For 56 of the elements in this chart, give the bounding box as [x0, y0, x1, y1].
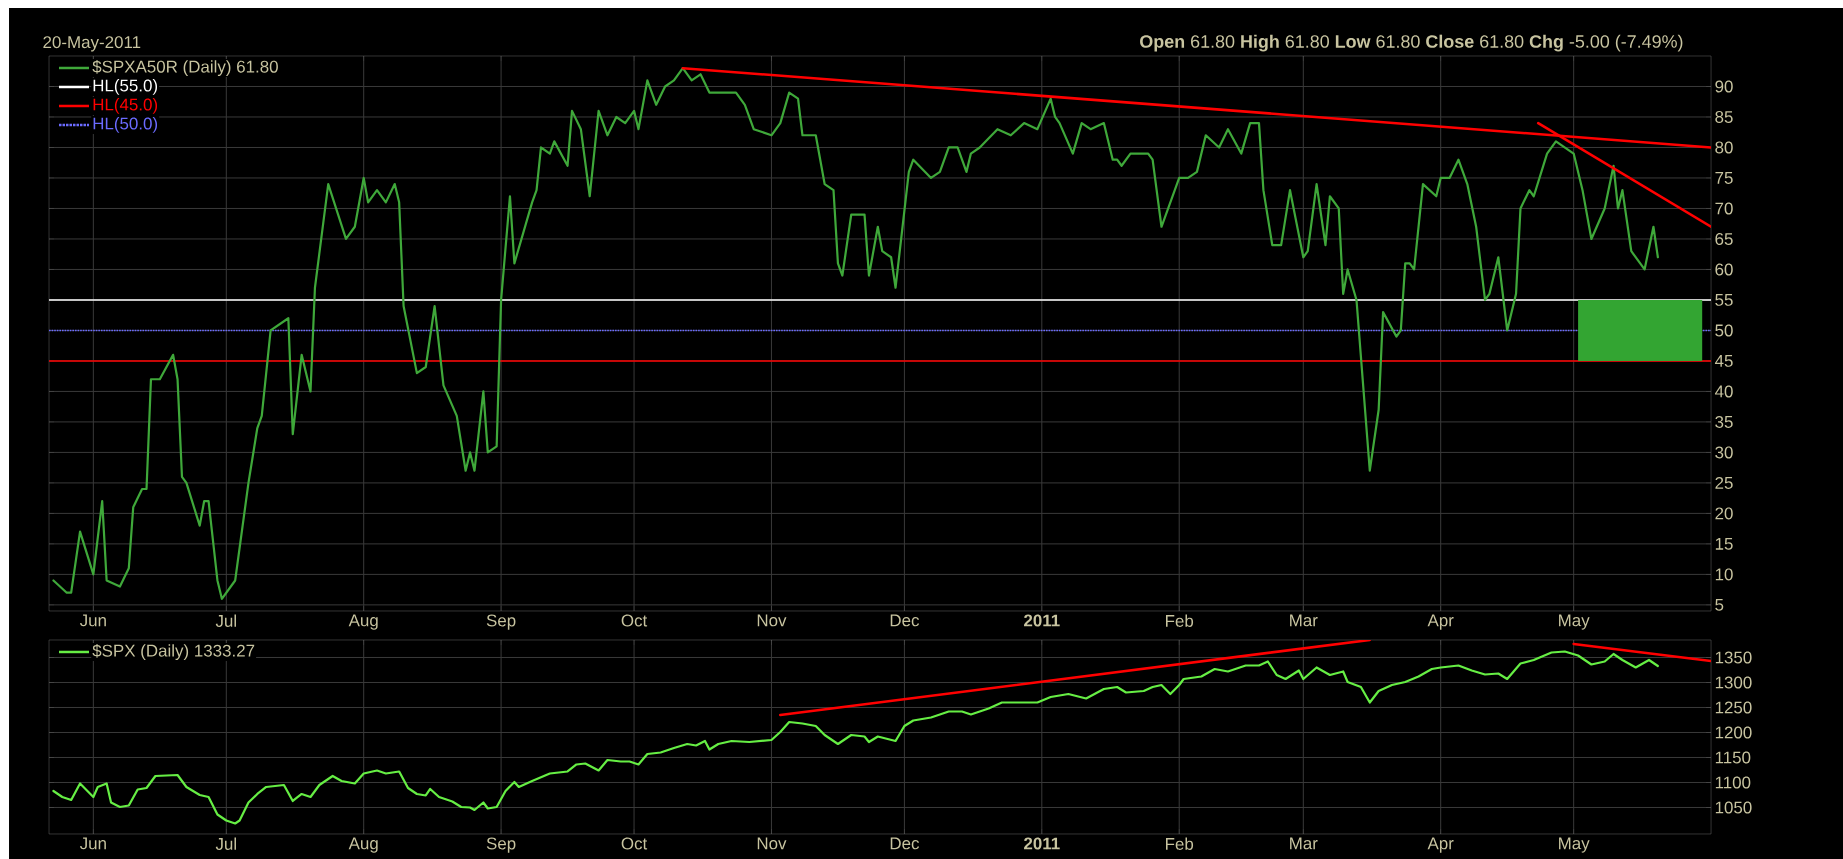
x-tick-label: Sep: [486, 614, 516, 630]
y-tick-label: 10: [1715, 568, 1733, 581]
y-tick-label: 1100: [1715, 776, 1751, 789]
y-tick-label: 1050: [1715, 801, 1752, 814]
x-tick-label: Jul: [215, 614, 236, 627]
text: $SPXA50R (Daily) 61.80: [92, 59, 278, 77]
y-tick-label: 1200: [1715, 726, 1752, 739]
y-tick-label: 65: [1715, 232, 1733, 245]
y-tick-label: 25: [1715, 476, 1733, 489]
x-tick-label: Jun: [79, 614, 106, 627]
y-tick-label: 1350: [1715, 651, 1752, 664]
x-tick-label: Jul: [215, 837, 236, 850]
y-tick-label: 45: [1714, 355, 1733, 367]
y-tick-label: 1300: [1715, 676, 1752, 689]
x-tick-label: Nov: [757, 837, 787, 850]
x-tick-label: Jun: [79, 837, 106, 850]
x-tick-label: Oct: [621, 837, 648, 850]
y-tick-label: 75: [1715, 172, 1733, 184]
x-tick-label: Sep: [486, 837, 516, 853]
y-tick-label: 55: [1715, 294, 1733, 306]
x-tick-label: Feb: [1166, 837, 1194, 850]
y-tick-label: 1150: [1715, 751, 1751, 764]
y-tick-label: 35: [1715, 415, 1733, 428]
text: 20-May-2011: [43, 36, 141, 52]
x-tick-label: May: [1559, 614, 1590, 630]
x-tick-label: Mar: [1290, 837, 1318, 850]
x-tick-label: Apr: [1427, 614, 1454, 630]
x-tick-label: Dec: [890, 837, 920, 850]
x-tick-label: Dec: [890, 614, 920, 627]
x-tick-label: May: [1559, 837, 1590, 853]
x-tick-label: Feb: [1166, 614, 1194, 627]
legend-label: HL(55.0): [93, 79, 158, 95]
x-tick-label: Aug: [348, 614, 378, 630]
text: $SPX (Daily) 1333.27: [92, 643, 255, 661]
y-tick-label: 40: [1714, 385, 1733, 398]
y-tick-label: 50: [1715, 324, 1733, 337]
y-tick-label: 30: [1715, 446, 1733, 459]
legend-label: HL(50.0): [93, 117, 158, 133]
y-tick-label: 70: [1715, 202, 1733, 215]
x-tick-label: Apr: [1427, 837, 1454, 853]
y-tick-label: 90: [1715, 80, 1733, 93]
y-tick-label: 80: [1715, 141, 1733, 154]
x-tick-label: Aug: [348, 837, 378, 853]
text: Open 61.80 High 61.80 Low 61.80 Close 61.80 Chg -5.00 (-7.49%): [1140, 34, 1683, 52]
y-tick-label: 5: [1715, 598, 1724, 611]
y-tick-label: 60: [1715, 263, 1733, 276]
x-tick-label: Mar: [1290, 614, 1318, 627]
x-tick-label: Oct: [621, 614, 648, 627]
y-tick-label: 15: [1715, 537, 1733, 550]
x-tick-label: 2011: [1024, 837, 1060, 850]
y-tick-label: 85: [1715, 110, 1733, 123]
x-tick-label: 2011: [1024, 614, 1060, 627]
y-tick-label: 1250: [1715, 701, 1752, 714]
x-tick-label: Nov: [757, 614, 787, 627]
legend-label: HL(45.0): [93, 98, 158, 114]
y-tick-label: 20: [1715, 507, 1733, 520]
